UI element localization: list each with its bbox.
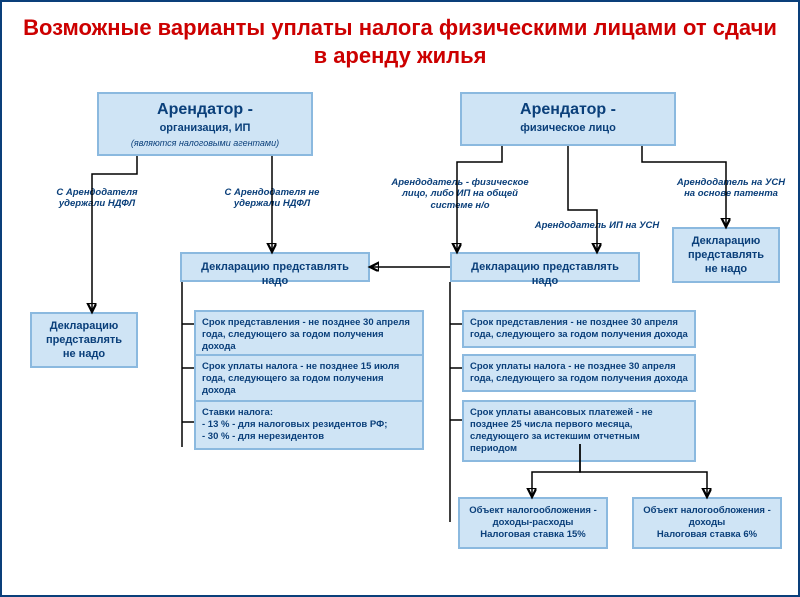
box-tenant-person: Арендатор - физическое лицо: [460, 92, 676, 146]
tenant-person-sub: физическое лицо: [470, 122, 666, 136]
box-tax-object-15: Объект налогообложения - доходы-расходы …: [458, 497, 608, 549]
box-decl-yes-right: Декларацию представлять надо: [450, 252, 640, 282]
tenant-org-head: Арендатор -: [107, 100, 303, 120]
bullet-left-deadline: Срок представления - не позднее 30 апрел…: [194, 310, 424, 360]
bullet-right-deadline: Срок представления - не позднее 30 апрел…: [462, 310, 696, 348]
label-landlord-patent: Арендодатель на УСН на основе патента: [672, 177, 790, 200]
diagram-title: Возможные варианты уплаты налога физичес…: [22, 14, 778, 69]
box-decl-no-right: Декларацию представлять не надо: [672, 227, 780, 283]
bullet-right-advance: Срок уплаты авансовых платежей - не позд…: [462, 400, 696, 462]
box-decl-no-left: Декларацию представлять не надо: [30, 312, 138, 368]
tenant-person-head: Арендатор -: [470, 100, 666, 120]
bullet-left-paydate: Срок уплаты налога - не позднее 15 июля …: [194, 354, 424, 404]
label-not-withheld: С Арендодателя не удержали НДФЛ: [212, 187, 332, 210]
bullet-left-rates: Ставки налога: - 13 % - для налоговых ре…: [194, 400, 424, 450]
tenant-org-note: (являются налоговыми агентами): [107, 138, 303, 149]
bullet-right-paydate: Срок уплаты налога - не позднее 30 апрел…: [462, 354, 696, 392]
box-decl-yes-left: Декларацию представлять надо: [180, 252, 370, 282]
label-landlord-usn: Арендодатель ИП на УСН: [532, 220, 662, 231]
label-landlord-person: Арендодатель - физическое лицо, либо ИП …: [390, 177, 530, 211]
diagram-canvas: Возможные варианты уплаты налога физичес…: [0, 0, 800, 597]
box-tenant-org: Арендатор - организация, ИП (являются на…: [97, 92, 313, 156]
label-withheld: С Арендодателя удержали НДФЛ: [42, 187, 152, 210]
tenant-org-sub: организация, ИП: [107, 122, 303, 136]
box-tax-object-6: Объект налогообложения - доходы Налогова…: [632, 497, 782, 549]
